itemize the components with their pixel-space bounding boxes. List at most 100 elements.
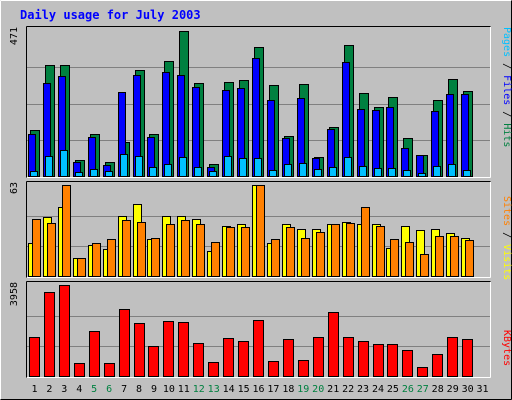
kbytes-bar [223,338,234,377]
kbytes-bar [44,292,55,377]
pages-bar [135,156,143,177]
kbytes-bar [148,346,159,377]
sites-bar [346,223,355,277]
kbytes-bar [447,337,458,377]
sites-bar [376,226,385,277]
pages-bar [90,169,98,177]
sites-bar [420,254,429,277]
pages-bar [60,150,68,177]
hits-side-legend: Pages / Files / Hits [501,27,512,147]
sites-bar [241,227,250,277]
sites-bar [166,224,175,277]
kbytes-bar [358,341,369,377]
day-label: 15 [238,384,250,395]
legend-hits: Hits [501,123,512,147]
pages-bar [299,163,307,177]
sites-bar [226,227,235,277]
sites-bar [390,239,399,277]
legend-sites: Sites [501,196,512,226]
kbytes-bar [387,344,398,377]
day-label: 17 [267,384,279,395]
pages-bar [164,164,172,177]
sites-bar [196,224,205,277]
visits-side-legend: Sites / Visits [501,196,512,280]
kbytes-bar [59,285,70,377]
sites-bar [361,207,370,277]
sites-bar [450,236,459,277]
kbytes-bar [343,337,354,377]
pages-bar [403,170,411,177]
day-label: 20 [312,384,324,395]
files-bar [192,87,200,177]
kbytes-bar [208,362,219,377]
pages-bar [45,156,53,177]
day-label: 13 [208,384,220,395]
sites-bar [271,239,280,277]
kbytes-bar [253,320,264,377]
sites-bar [181,220,190,277]
sites-bar [301,238,310,277]
pages-bar [105,171,113,177]
kbytes-bar [313,337,324,377]
sites-bar [122,220,131,277]
day-label: 25 [387,384,399,395]
sites-bar [316,232,325,277]
visits-ymax-label: 63 [9,182,20,194]
kbytes-bar [417,367,428,377]
legend-kbytes: KBytes [501,330,512,366]
files-bar [372,110,380,177]
sites-bar [137,222,146,277]
day-label: 23 [357,384,369,395]
kbytes-bar [432,354,443,377]
day-label: 10 [163,384,175,395]
day-label: 9 [151,384,157,395]
day-label: 1 [31,384,37,395]
day-label: 14 [223,384,235,395]
kbytes-bar [283,339,294,377]
pages-bar [194,167,202,177]
day-label: 11 [178,384,190,395]
pages-bar [149,167,157,177]
kbytes-bar [462,339,473,377]
sites-bar [405,242,414,277]
day-label: 26 [402,384,414,395]
sites-bar [32,219,41,277]
sites-bar [211,242,220,277]
sites-bar [435,236,444,277]
day-label: 3 [61,384,67,395]
pages-bar [433,166,441,177]
pages-bar [239,158,247,177]
kbytes-bar [328,312,339,377]
day-label: 22 [342,384,354,395]
pages-bar [418,173,426,177]
kbytes-bar [178,322,189,377]
hits-ymax-label: 471 [9,27,20,45]
files-bar [162,72,170,177]
sites-bar [77,258,86,277]
pages-bar [329,167,337,177]
pages-bar [344,157,352,177]
pages-bar [179,157,187,177]
legend-visits: Visits [501,244,512,280]
kbytes-bar [74,363,85,377]
day-label: 29 [447,384,459,395]
legend-separator: / [501,105,512,123]
day-label: 27 [417,384,429,395]
legend-pages: Pages [501,27,512,57]
kbytes-bar [373,344,384,377]
pages-bar [209,171,217,177]
day-label: 18 [282,384,294,395]
files-bar [386,107,394,177]
pages-bar [75,172,83,177]
legend-files: Files [501,75,512,105]
kbytes-bar [193,343,204,377]
day-labels: 1 2 3 4 5 6 7 8 9 10 11 12 13 14 15 16 17 18 19 20 21 22 23 24 2… [31,384,488,395]
pages-bar [284,164,292,177]
day-label: 21 [327,384,339,395]
pages-bar [120,154,128,177]
kbytes-ymax-label: 3958 [9,282,20,306]
sites-bar [151,238,160,277]
sites-bar [286,227,295,277]
sites-bar [92,243,101,277]
